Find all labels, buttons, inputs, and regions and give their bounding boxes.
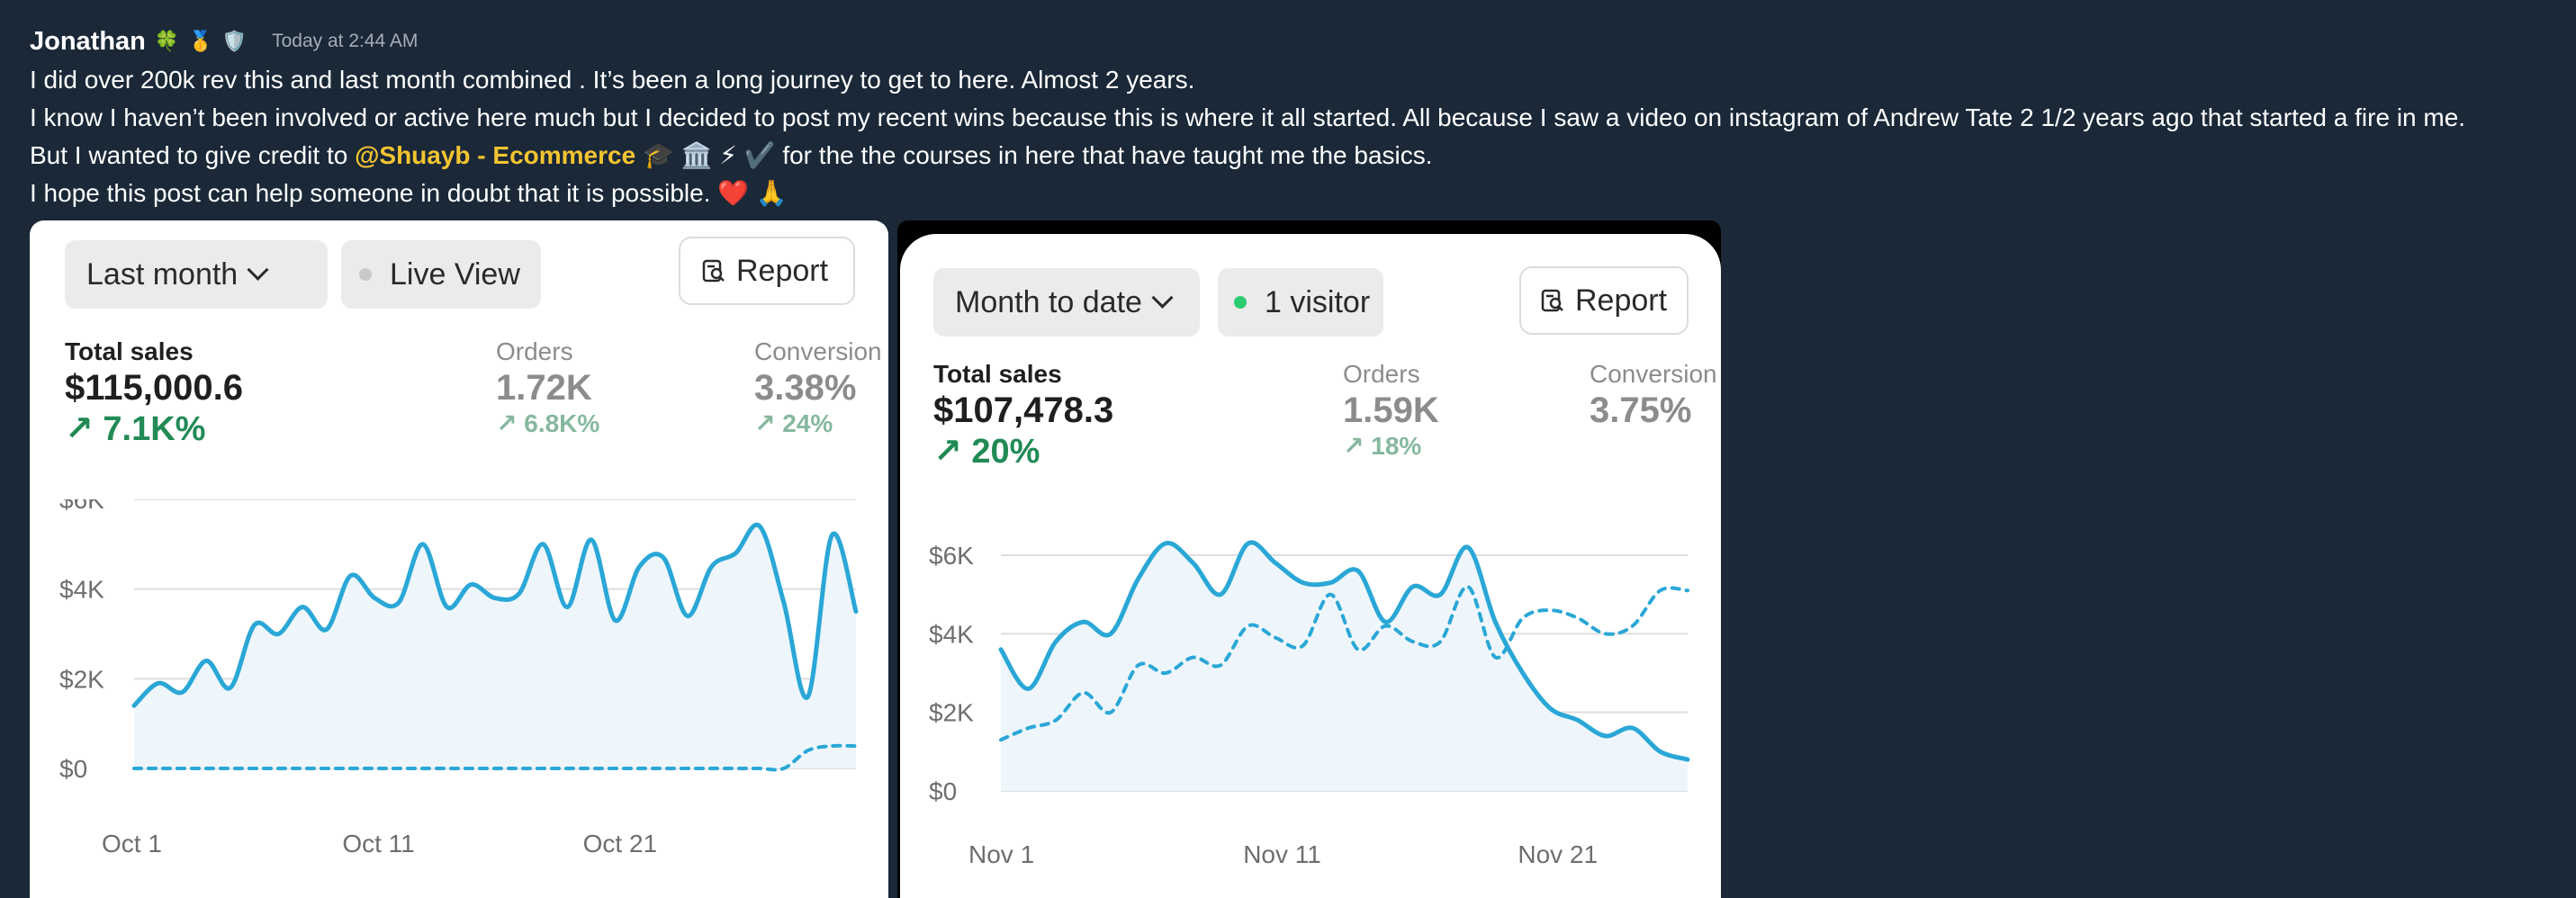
series-line-current <box>131 522 859 708</box>
orders-metric: Orders 1.59K ↗ 18% <box>1343 360 1439 461</box>
sales-line-chart: $6K $4K $2K $0 Oct 1 Oct 11 Oct 21 <box>59 499 859 858</box>
sales-line-chart: $6K $4K $2K $0 Nov 1 Nov 11 Nov 21 <box>929 540 1690 868</box>
date-range-dropdown: Last month <box>65 240 328 309</box>
metric-value: $107,478.3 <box>933 391 1114 430</box>
chevron-down-icon <box>1151 286 1174 309</box>
series-line-previous <box>999 584 1689 742</box>
metric-change: ↗ 7.1K% <box>65 410 206 448</box>
message-timestamp: Today at 2:44 AM <box>272 31 419 51</box>
x-tick-label: Nov 1 <box>968 840 1034 868</box>
y-tick-label: $4K <box>929 620 974 648</box>
conversion-metric: Conversion 3.75% <box>1590 360 1717 431</box>
report-label: Report <box>1575 283 1668 318</box>
status-dot-icon <box>1234 296 1247 309</box>
message-line: I did over 200k rev this and last month … <box>30 66 1195 94</box>
live-view-pill: Live View <box>341 240 541 309</box>
date-range-label: Month to date <box>955 284 1142 319</box>
sales-screenshot-october[interactable]: Last month Live View Report Total sales … <box>30 220 888 898</box>
metric-label: Orders <box>1343 360 1420 388</box>
message-header: Jonathan 🍀 🥇 🛡️ Today at 2:44 AM <box>30 23 418 59</box>
metric-change: ↗ 20% <box>933 433 1040 471</box>
metric-change: ↗ 24% <box>754 409 833 437</box>
y-tick-label: $6K <box>59 499 104 514</box>
report-icon <box>1541 289 1563 312</box>
metric-value: $115,000.6 <box>65 368 243 408</box>
y-tick-label: $0 <box>929 777 957 805</box>
orders-metric: Orders 1.72K ↗ 6.8K% <box>496 337 599 438</box>
visitor-label: 1 visitor <box>1265 284 1371 319</box>
chevron-down-icon <box>247 258 269 281</box>
metric-value: 1.59K <box>1343 391 1439 430</box>
metric-change: ↗ 6.8K% <box>496 409 600 437</box>
metric-label: Total sales <box>65 337 194 365</box>
metric-label: Conversion <box>754 337 882 365</box>
metric-value: 1.72K <box>496 368 592 408</box>
x-tick-label: Nov 21 <box>1518 840 1598 868</box>
metric-label: Total sales <box>933 360 1062 388</box>
clover-badge-icon: 🍀 <box>154 30 180 52</box>
total-sales-metric: Total sales $107,478.3 ↗ 20% <box>933 360 1113 471</box>
series-area <box>1001 542 1688 791</box>
y-tick-label: $0 <box>59 755 87 783</box>
author-name[interactable]: Jonathan <box>30 26 146 56</box>
mention-badges: 🎓 🏛️ ⚡ ✔️ <box>642 141 776 169</box>
shield-badge-icon: 🛡️ <box>221 30 248 52</box>
medal-badge-icon: 🥇 <box>188 30 213 52</box>
report-button: Report <box>679 237 855 305</box>
report-label: Report <box>736 253 829 288</box>
metric-label: Orders <box>496 337 573 365</box>
total-sales-metric: Total sales $115,000.6 ↗ 7.1K% <box>65 337 243 449</box>
status-dot-icon <box>359 268 372 281</box>
date-range-dropdown: Month to date <box>933 268 1200 337</box>
message-text: for the the courses in here that have ta… <box>782 141 1433 169</box>
y-tick-label: $6K <box>929 542 974 570</box>
message-text: I hope this post can help someone in dou… <box>30 179 711 207</box>
y-tick-label: $4K <box>59 576 104 604</box>
message-text: But I wanted to give credit to <box>30 141 348 169</box>
series-line-previous <box>132 743 858 772</box>
report-button: Report <box>1519 266 1689 335</box>
date-range-label: Last month <box>86 256 239 292</box>
metric-value: 3.38% <box>754 368 857 408</box>
live-view-label: Live View <box>390 256 520 292</box>
sales-screenshot-november[interactable]: Month to date 1 visitor Report Total sal… <box>900 234 1721 898</box>
metric-change: ↗ 18% <box>1343 432 1422 460</box>
message-body: I did over 200k rev this and last month … <box>30 61 2568 212</box>
report-icon <box>702 259 725 283</box>
x-tick-label: Oct 11 <box>342 830 414 858</box>
conversion-metric: Conversion 3.38% ↗ 24% <box>754 337 882 438</box>
x-tick-label: Nov 11 <box>1243 840 1321 868</box>
series-area <box>134 525 856 768</box>
metric-value: 3.75% <box>1590 391 1692 430</box>
visitor-pill: 1 visitor <box>1218 268 1383 337</box>
y-tick-label: $2K <box>59 665 104 693</box>
series-line-current <box>998 540 1690 762</box>
x-tick-label: Oct 1 <box>102 830 162 858</box>
heart-prayer-emoji: ❤️ 🙏 <box>717 179 788 207</box>
message-line: I hope this post can help someone in dou… <box>30 175 2568 212</box>
message-line: I know I haven’t been involved or active… <box>30 103 2466 131</box>
user-mention[interactable]: @Shuayb - Ecommerce <box>355 141 636 169</box>
message-line: But I wanted to give credit to @Shuayb -… <box>30 137 2568 175</box>
metric-label: Conversion <box>1590 360 1717 388</box>
y-tick-label: $2K <box>929 699 974 727</box>
x-tick-label: Oct 21 <box>583 830 657 858</box>
